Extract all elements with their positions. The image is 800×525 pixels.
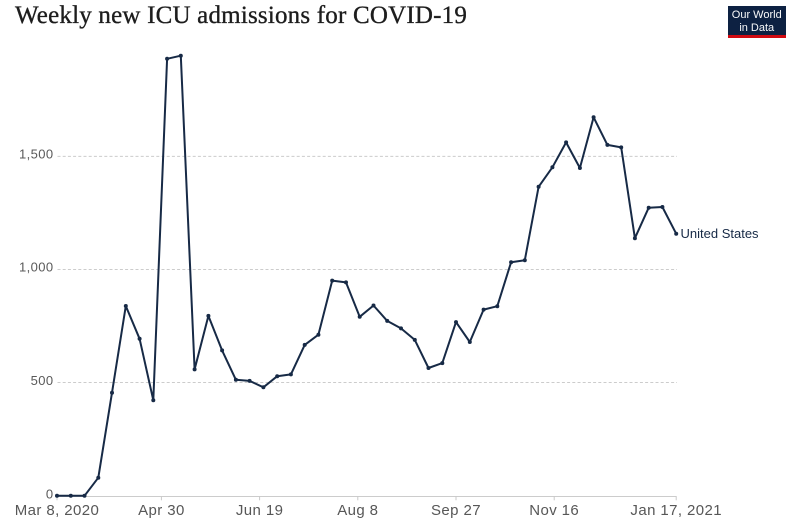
svg-text:Aug 8: Aug 8 <box>337 502 378 519</box>
svg-text:500: 500 <box>31 373 54 388</box>
svg-text:Nov 16: Nov 16 <box>529 502 579 519</box>
svg-text:1,000: 1,000 <box>19 260 54 275</box>
svg-text:Apr 30: Apr 30 <box>138 502 185 519</box>
svg-text:Mar 8, 2020: Mar 8, 2020 <box>15 502 99 519</box>
svg-text:Sep 27: Sep 27 <box>431 502 481 519</box>
svg-text:Jan 17, 2021: Jan 17, 2021 <box>630 502 722 519</box>
svg-text:1,500: 1,500 <box>19 146 54 161</box>
svg-text:Jun 19: Jun 19 <box>236 502 283 519</box>
svg-text:0: 0 <box>46 486 54 501</box>
svg-text:United States: United States <box>681 226 760 241</box>
